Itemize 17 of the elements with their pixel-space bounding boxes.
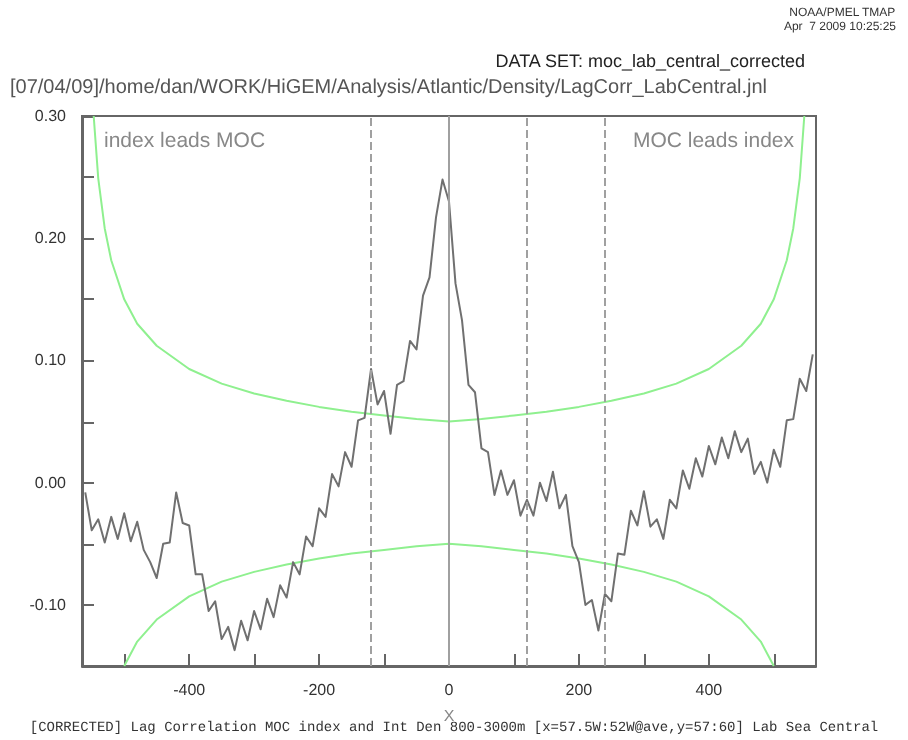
x-tick-label: 200 [565, 681, 594, 699]
y-tick-label: 0.20 [34, 229, 68, 248]
line-series [123, 542, 775, 667]
y-tick-label: -0.10 [29, 595, 68, 614]
y-tick-label: 0.00 [34, 473, 68, 492]
annotation: MOC leads index [632, 129, 796, 153]
line-series [92, 115, 806, 423]
y-tick-label: 0.30 [34, 107, 68, 125]
x-axis-title: X [443, 706, 456, 725]
x-tick-label: 400 [695, 681, 724, 699]
y-tick-label: 0.10 [34, 351, 68, 370]
x-tick-label: 0 [444, 681, 455, 699]
annotation: index leads MOC [104, 129, 266, 153]
chart-title: [07/04/09]/home/dan/WORK/HiGEM/Analysis/Atlantic/Density/LagCorr_LabCentral.jnl [10, 77, 768, 99]
x-tick-label: -200 [303, 681, 337, 699]
x-tick-label: -400 [173, 681, 207, 699]
chart-subtitle: DATA SET: moc_lab_central_corrected [495, 51, 806, 71]
